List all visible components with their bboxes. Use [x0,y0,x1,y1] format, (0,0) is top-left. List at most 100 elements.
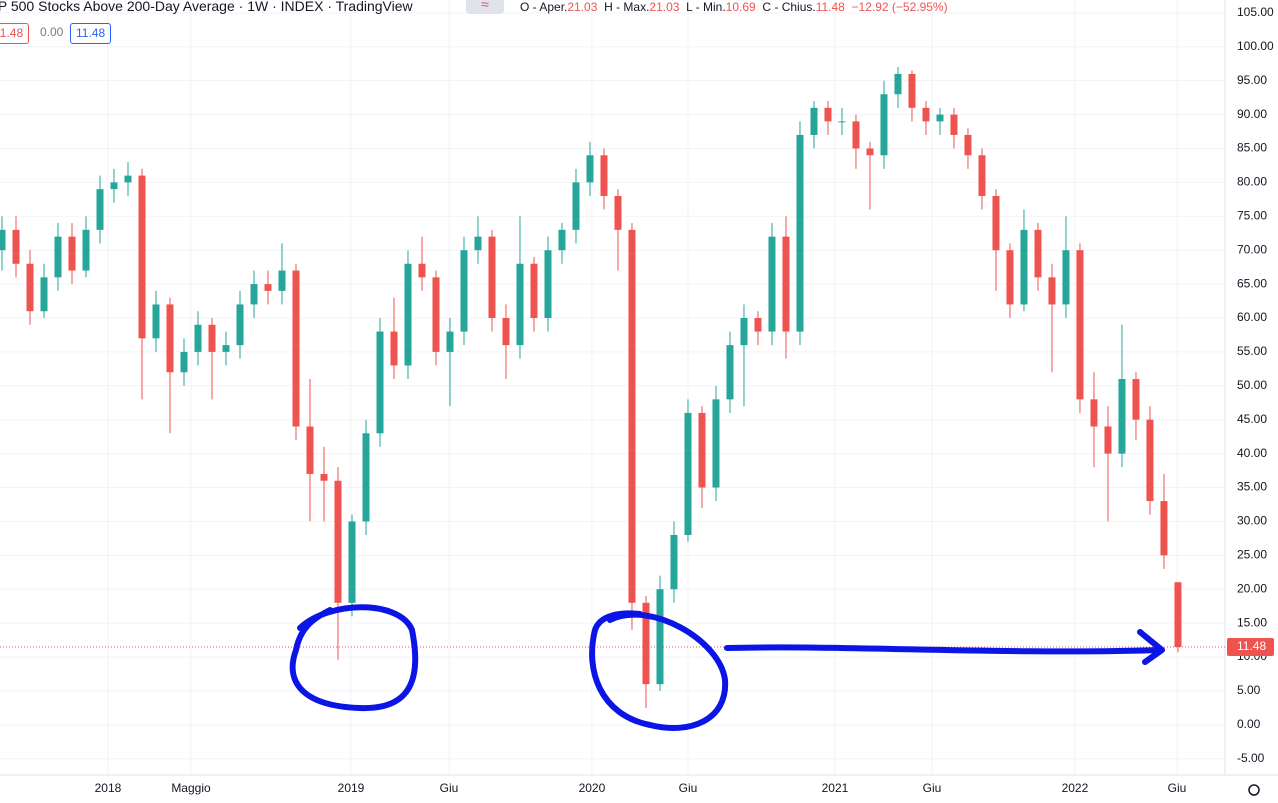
candle-body [502,318,510,346]
y-tick-label: 40.00 [1237,446,1267,460]
candle-body [852,121,860,149]
arrow-head [1137,629,1165,665]
ohlc-value: 21.03 [567,0,598,14]
ohlc-legend: O - Aper.21.03 H - Max.21.03 L - Min.10.… [520,0,948,14]
candle-body [236,304,244,346]
y-tick-label: 95.00 [1237,73,1267,87]
candle-body [96,189,104,230]
candle-body [684,412,692,535]
candle-body [208,324,216,352]
candle-body [838,121,846,123]
candle-body [712,399,720,488]
price-badge[interactable]: 11.48 [0,23,30,44]
chart-title: tP 500 Stocks Above 200-Day Average · 1W… [0,0,413,14]
y-tick-label: 25.00 [1237,547,1267,561]
y-tick-label: 60.00 [1237,310,1267,324]
candle-body [544,250,552,319]
settings-icon[interactable] [1248,784,1260,796]
last-price-tag [1227,637,1274,656]
ohlc-label: O - Aper. [520,0,568,14]
candle-body [558,229,566,251]
candle-body [614,195,622,230]
candle-body [1160,501,1168,556]
ohlc-label: L - Min. [686,0,726,14]
candle-body [950,114,958,135]
candle-body [796,134,804,332]
candle-body [404,263,412,366]
y-tick-label: 85.00 [1237,141,1267,155]
y-tick-label: 45.00 [1237,412,1267,426]
candle-body [1020,229,1028,305]
candle-body [432,277,440,352]
x-tick-label: 2019 [338,781,365,795]
candle-body [1006,250,1014,305]
candle-body [628,229,636,603]
x-tick-label: 2018 [95,781,122,795]
candle-body [460,250,468,332]
candle-body [152,304,160,339]
candle-body [656,589,664,685]
price-badge[interactable]: 11.48 [70,23,112,44]
candle-body [334,480,342,603]
y-tick-label: 65.00 [1237,276,1267,290]
y-tick-label: 55.00 [1237,344,1267,358]
candle-body [642,602,650,685]
candle-body [320,473,328,481]
candle-body [362,433,370,522]
candle-body [376,331,384,434]
candle-body [222,345,230,352]
candle-body [40,277,48,312]
x-tick-label: 2022 [1062,781,1089,795]
candle-body [12,229,20,264]
y-tick-label: 20.00 [1237,581,1267,595]
candle-body [936,114,944,122]
candle-body [740,318,748,346]
circle-annotation [589,610,729,731]
x-tick-label: Giu [440,781,459,795]
y-tick-label: 15.00 [1237,615,1267,629]
candle-body [194,324,202,352]
ohlc-value: 10.69 [725,0,756,14]
candle-body [1146,419,1154,502]
candle-body [278,270,286,291]
candle-body [82,229,90,271]
ohlc-label: H - Max. [604,0,650,14]
y-tick-label: 100.00 [1237,39,1274,53]
candle-body [992,195,1000,251]
candle-body [0,229,6,251]
candle-body [1090,399,1098,427]
y-tick-label: 35.00 [1237,480,1267,494]
x-tick-label: Maggio [171,781,211,795]
x-tick-label: Giu [1168,781,1187,795]
candle-body [1118,379,1126,454]
candle-body [124,175,132,183]
candle-body [348,521,356,603]
candle-body [670,534,678,590]
candle-body [600,155,608,196]
candle-body [530,263,538,319]
arrow-annotation [724,644,1163,655]
candle-body [908,73,916,108]
candle-body [880,94,888,156]
candle-body [250,284,258,305]
candle-body [292,270,300,427]
candle-body [1104,426,1112,454]
candle-body [516,263,524,346]
candle-body [754,318,762,332]
candle-body [768,236,776,332]
candle-body [922,107,930,122]
candle-body [488,236,496,319]
x-tick-label: Giu [679,781,698,795]
candle-body [390,331,398,366]
candle-body [964,134,972,156]
y-tick-label: 90.00 [1237,107,1267,121]
candle-body [698,412,706,488]
x-tick-label: Giu [923,781,942,795]
candle-body [110,182,118,190]
candle-body [810,107,818,135]
annotations [289,604,1165,731]
candle-body [1132,379,1140,420]
indicator-button[interactable]: ≈ [466,0,504,14]
